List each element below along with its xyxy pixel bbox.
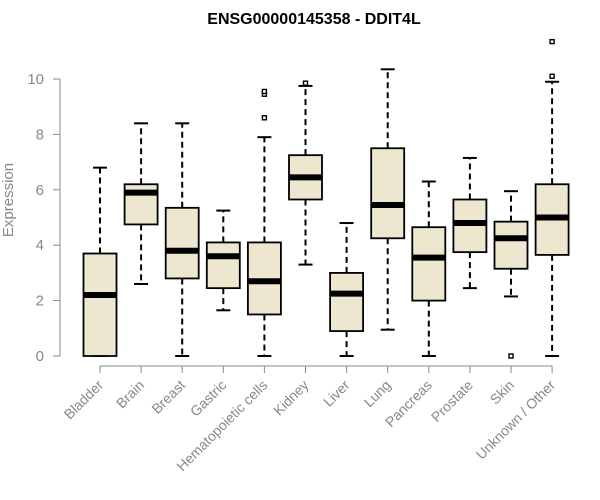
y-axis: 0 2 4 6 8 10 xyxy=(27,71,61,365)
outlier-point xyxy=(261,115,268,121)
box-kidney xyxy=(288,80,323,266)
box-hematopoietic-cells xyxy=(246,88,282,357)
y-tick-label: 2 xyxy=(36,293,44,310)
box-lung xyxy=(370,68,406,331)
x-tick-label: Kidney xyxy=(270,377,312,419)
y-tick-label: 4 xyxy=(36,237,44,254)
box-skin xyxy=(493,190,529,359)
box-iqr xyxy=(370,147,406,240)
box-iqr xyxy=(82,252,118,357)
box-breast xyxy=(164,122,200,357)
outlier-point xyxy=(302,80,309,86)
box-bladder xyxy=(82,166,118,357)
box-unknown-other xyxy=(534,38,570,357)
y-tick-label: 0 xyxy=(36,348,44,365)
box-pancreas xyxy=(411,180,447,357)
outlier-point xyxy=(549,38,555,45)
box-iqr xyxy=(329,271,365,332)
y-tick-label: 6 xyxy=(36,182,44,199)
outlier-point xyxy=(261,88,268,95)
box-iqr xyxy=(411,226,447,302)
box-iqr xyxy=(205,241,241,290)
x-tick-label: Brain xyxy=(113,377,147,411)
box-liver xyxy=(329,222,365,357)
x-tick-label: Breast xyxy=(148,377,188,417)
box-iqr xyxy=(164,206,200,280)
chart-title: ENSG00000145358 - DDIT4L xyxy=(207,11,421,28)
y-axis-label: Expression xyxy=(0,163,17,237)
y-tick-label: 10 xyxy=(27,71,44,88)
x-tick-label: Prostate xyxy=(428,377,476,425)
box-gastric xyxy=(205,209,241,312)
x-tick-label: Bladder xyxy=(61,377,107,423)
box-brain xyxy=(123,122,159,285)
x-tick-label: Skin xyxy=(487,377,518,408)
box-iqr xyxy=(493,220,529,270)
y-tick-label: 8 xyxy=(36,126,44,143)
outlier-point xyxy=(549,73,555,79)
x-tick-label: Liver xyxy=(320,377,353,410)
outlier-point xyxy=(508,353,514,359)
box-series xyxy=(82,38,570,359)
box-prostate xyxy=(452,156,488,290)
x-tick-label: Lung xyxy=(360,377,393,410)
